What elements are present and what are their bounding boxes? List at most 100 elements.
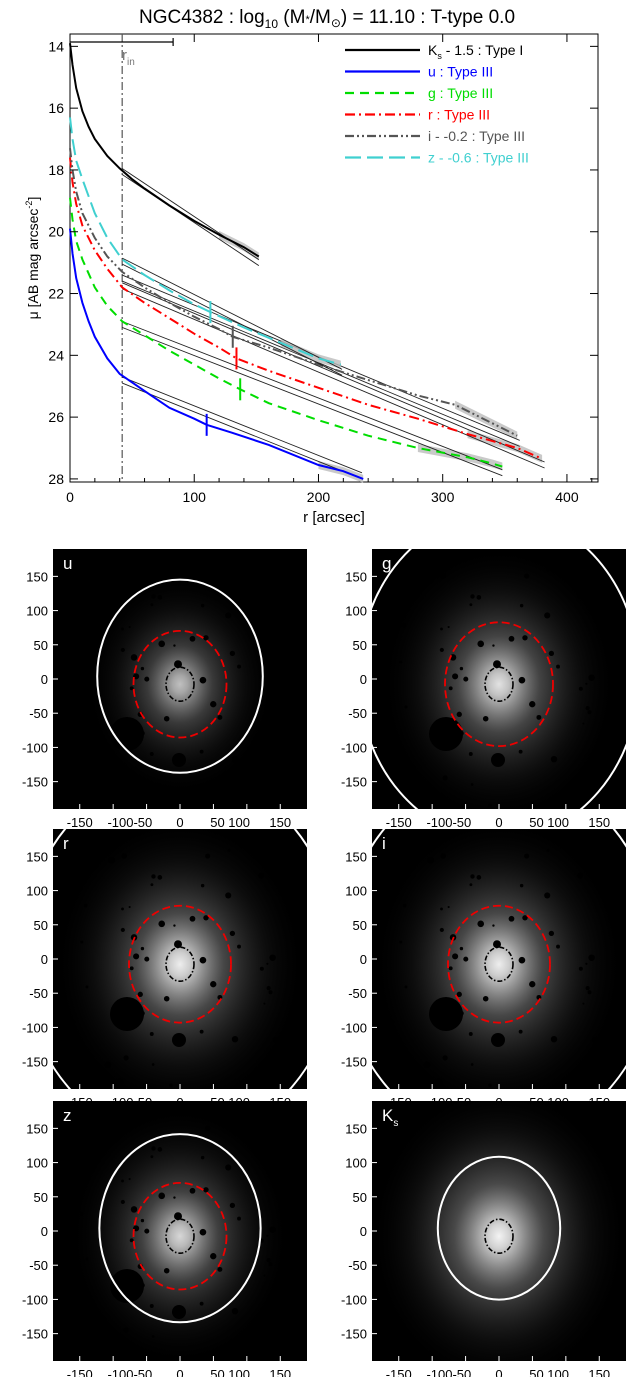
panel-x-tick-label: 0 bbox=[495, 1367, 502, 1377]
masked-star bbox=[470, 783, 474, 786]
masked-star bbox=[298, 549, 304, 555]
rin-ellipse bbox=[165, 946, 195, 983]
panel-y-tick-label: -100 bbox=[22, 740, 48, 755]
fit-line bbox=[121, 263, 343, 376]
masked-star bbox=[273, 1037, 279, 1043]
masked-star bbox=[259, 966, 264, 971]
masked-star bbox=[380, 919, 383, 923]
masked-star bbox=[225, 1164, 232, 1171]
masked-star bbox=[488, 1083, 492, 1087]
masked-star bbox=[217, 714, 223, 720]
masked-star bbox=[518, 749, 523, 754]
y-tick-label: 22 bbox=[48, 286, 64, 302]
masked-star bbox=[217, 1266, 223, 1272]
masked-star bbox=[210, 701, 217, 708]
masked-star bbox=[189, 915, 196, 922]
masked-star bbox=[82, 1356, 85, 1359]
masked-star bbox=[69, 739, 76, 746]
masked-star bbox=[442, 1055, 448, 1061]
masked-star bbox=[80, 940, 84, 944]
masked-star bbox=[53, 1158, 56, 1163]
masked-star bbox=[85, 705, 89, 709]
masked-star bbox=[399, 940, 403, 944]
masked-star bbox=[617, 829, 623, 835]
series-line bbox=[69, 148, 518, 437]
masked-star bbox=[199, 749, 204, 754]
masked-star bbox=[277, 1067, 281, 1070]
masked-star bbox=[269, 674, 276, 681]
masked-star bbox=[425, 801, 428, 804]
masked-star bbox=[252, 851, 257, 856]
masked-star bbox=[459, 666, 464, 671]
fit-line bbox=[121, 257, 343, 370]
masked-star bbox=[268, 710, 273, 715]
panel-y-tick-label: 50 bbox=[34, 918, 48, 933]
masked-star bbox=[150, 883, 154, 887]
masked-star bbox=[169, 1355, 173, 1359]
y-tick-label: 28 bbox=[48, 471, 64, 487]
masked-star bbox=[56, 582, 60, 587]
masked-star bbox=[140, 666, 145, 671]
break-ellipse bbox=[444, 621, 554, 748]
panel-y-tick-label: 150 bbox=[26, 569, 48, 584]
masked-star bbox=[439, 647, 444, 653]
masked-star bbox=[284, 1316, 288, 1321]
masked-star bbox=[436, 1078, 443, 1085]
masked-star bbox=[477, 920, 485, 928]
panel-y-tick-label: 0 bbox=[360, 1224, 367, 1239]
masked-star bbox=[380, 1086, 385, 1089]
legend: Ks - 1.5 : Type I u : Type III g : Type II… bbox=[345, 42, 529, 166]
masked-star bbox=[469, 603, 473, 607]
panel-y-tick-label: 100 bbox=[345, 604, 367, 619]
masked-star bbox=[277, 787, 281, 790]
masked-star bbox=[123, 1327, 129, 1333]
masked-star bbox=[524, 573, 530, 579]
masked-star bbox=[470, 594, 475, 599]
masked-star bbox=[548, 650, 555, 657]
masked-star bbox=[128, 1177, 131, 1181]
masked-star bbox=[205, 853, 211, 859]
panel-y-tick-label: 150 bbox=[345, 849, 367, 864]
masked-bright-star bbox=[110, 717, 144, 751]
masked-star bbox=[588, 674, 595, 681]
masked-star bbox=[210, 1253, 217, 1260]
masked-star bbox=[380, 639, 383, 643]
masked-star bbox=[556, 944, 560, 949]
masked-star bbox=[470, 874, 475, 879]
masked-star bbox=[402, 903, 407, 908]
masked-star bbox=[80, 1137, 86, 1143]
masked-star bbox=[205, 1125, 211, 1131]
masked-star bbox=[448, 966, 453, 971]
masked-star bbox=[144, 956, 150, 962]
image-panel: u -150 -100-50 0 50 100 150 150 100 50 0 -50 -100 -1… bbox=[22, 549, 307, 830]
panel-y-tick-label: -150 bbox=[341, 775, 367, 790]
masked-star bbox=[79, 1073, 85, 1079]
masked-star bbox=[55, 627, 59, 630]
masked-star bbox=[476, 595, 482, 600]
y-tick-label: 16 bbox=[48, 100, 64, 116]
masked-star bbox=[571, 571, 576, 576]
masked-star bbox=[272, 1147, 279, 1154]
panel-y-tick-label: 100 bbox=[26, 1156, 48, 1171]
masked-star bbox=[468, 752, 473, 756]
panel-y-tick-label: -100 bbox=[22, 1292, 48, 1307]
error-band bbox=[318, 461, 364, 483]
break-ellipse bbox=[447, 904, 551, 1024]
y-tick-label: 20 bbox=[48, 224, 64, 240]
panel-x-tick-label: -150 bbox=[67, 1367, 93, 1377]
masked-star bbox=[83, 903, 88, 908]
masked-star bbox=[149, 752, 154, 756]
masked-star bbox=[157, 595, 163, 600]
masked-star bbox=[596, 787, 600, 790]
x-axis-label: r [arcsec] bbox=[303, 509, 365, 526]
masked-star bbox=[104, 781, 112, 788]
masked-star bbox=[108, 1129, 115, 1136]
masked-star bbox=[399, 660, 403, 664]
masked-star bbox=[144, 676, 150, 682]
masked-star bbox=[189, 635, 196, 642]
masked-star bbox=[133, 953, 140, 960]
masked-star bbox=[104, 1061, 112, 1068]
masked-star bbox=[58, 1044, 61, 1047]
masked-star bbox=[108, 577, 115, 584]
